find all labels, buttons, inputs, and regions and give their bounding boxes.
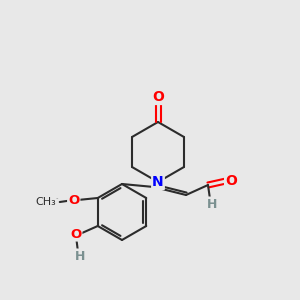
Text: O: O [152, 90, 164, 104]
Text: O: O [70, 227, 81, 241]
Text: H: H [75, 250, 85, 262]
Text: N: N [152, 175, 164, 189]
Text: O: O [225, 174, 237, 188]
Text: O: O [68, 194, 80, 206]
Text: CH₃: CH₃ [35, 197, 56, 207]
Text: H: H [207, 197, 217, 211]
Text: methoxy: methoxy [52, 198, 59, 199]
